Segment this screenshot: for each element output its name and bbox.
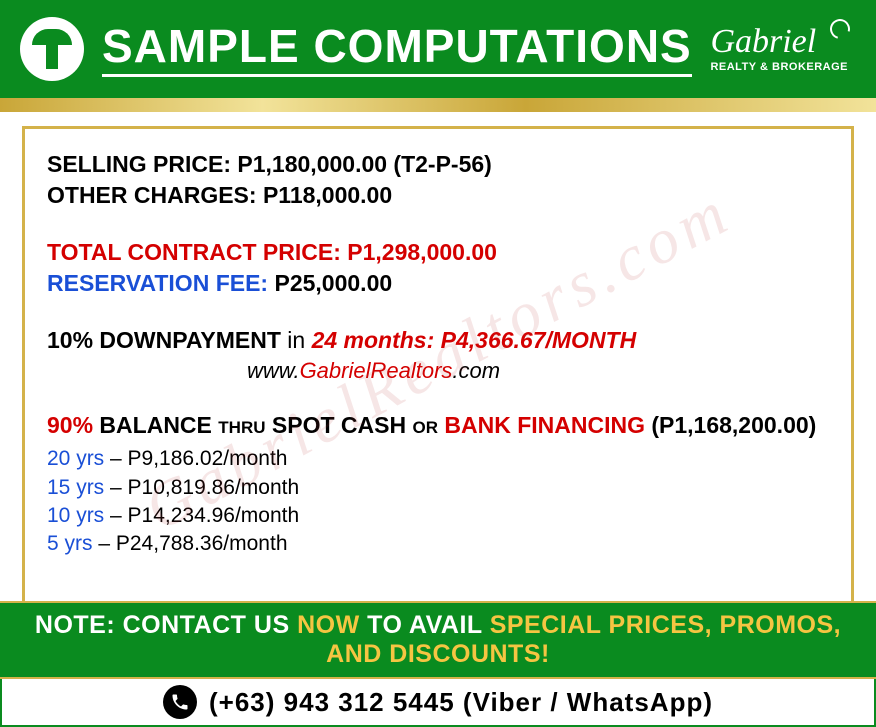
- term-yrs: 15 yrs: [47, 476, 104, 499]
- dp-prefix: 10% DOWNPAYMENT: [47, 327, 281, 353]
- footer: NOTE: CONTACT US NOW TO AVAIL SPECIAL PR…: [0, 601, 876, 727]
- selling-price-value: P1,180,000.00 (T2-P-56): [237, 151, 491, 177]
- other-charges-label: OTHER CHARGES:: [47, 182, 257, 208]
- reservation-label: RESERVATION FEE:: [47, 270, 268, 296]
- phone-icon: [163, 685, 197, 719]
- term-amt: – P24,788.36/month: [93, 532, 288, 555]
- term-yrs: 20 yrs: [47, 447, 104, 470]
- selling-price-label: SELLING PRICE:: [47, 151, 231, 177]
- balance-thru: THRU: [218, 418, 265, 437]
- total-contract-row: TOTAL CONTRACT PRICE: P1,298,000.00: [47, 237, 829, 268]
- reservation-value: P25,000.00: [274, 270, 392, 296]
- computation-box: GabrielRealtors.com SELLING PRICE: P1,18…: [22, 126, 854, 606]
- reservation-row: RESERVATION FEE: P25,000.00: [47, 268, 829, 299]
- balance-pct: 90%: [47, 412, 93, 438]
- content-wrap: GabrielRealtors.com SELLING PRICE: P1,18…: [0, 112, 876, 616]
- web-post: .com: [452, 358, 500, 383]
- note-now: NOW: [297, 611, 360, 639]
- page-title: SAMPLE COMPUTATIONS: [102, 21, 692, 77]
- term-amt: – P9,186.02/month: [104, 447, 287, 470]
- note-pre: NOTE: CONTACT US: [35, 611, 297, 639]
- note-bar: NOTE: CONTACT US NOW TO AVAIL SPECIAL PR…: [0, 601, 876, 679]
- dp-detail: 24 months: P4,366.67/MONTH: [312, 327, 637, 353]
- total-contract-value: P1,298,000.00: [347, 239, 497, 265]
- other-charges-value: P118,000.00: [263, 182, 392, 208]
- phone-bar: (+63) 943 312 5445 (Viber / WhatsApp): [0, 679, 876, 727]
- dp-in: in: [281, 327, 312, 353]
- term-amt: – P14,234.96/month: [104, 504, 299, 527]
- other-charges-row: OTHER CHARGES: P118,000.00: [47, 180, 829, 211]
- term-row: 15 yrs – P10,819.86/month: [47, 474, 829, 502]
- brand-subtitle: REALTY & BROKERAGE: [710, 61, 848, 73]
- phone-number: (+63) 943 312 5445 (Viber / WhatsApp): [209, 687, 713, 718]
- term-row: 5 yrs – P24,788.36/month: [47, 530, 829, 558]
- web-g: Gabriel: [300, 358, 371, 383]
- total-contract-label: TOTAL CONTRACT PRICE:: [47, 239, 341, 265]
- brand-block: Gabriel REALTY & BROKERAGE: [710, 25, 856, 73]
- balance-mid1: BALANCE: [93, 412, 218, 438]
- balance-row: 90% BALANCE THRU SPOT CASH OR BANK FINAN…: [47, 410, 829, 441]
- selling-price-row: SELLING PRICE: P1,180,000.00 (T2-P-56): [47, 149, 829, 180]
- balance-bank: BANK FINANCING: [438, 412, 651, 438]
- note-mid: TO AVAIL: [360, 611, 490, 639]
- balance-amt: (P1,168,200.00): [651, 412, 816, 438]
- term-yrs: 5 yrs: [47, 532, 93, 555]
- mushroom-icon: [20, 17, 84, 81]
- terms-list: 20 yrs – P9,186.02/month 15 yrs – P10,81…: [47, 445, 829, 558]
- downpayment-row: 10% DOWNPAYMENT in 24 months: P4,366.67/…: [47, 325, 829, 356]
- term-row: 10 yrs – P14,234.96/month: [47, 502, 829, 530]
- web-r: Realtors: [370, 358, 452, 383]
- term-row: 20 yrs – P9,186.02/month: [47, 445, 829, 473]
- web-pre: www.: [247, 358, 300, 383]
- term-yrs: 10 yrs: [47, 504, 104, 527]
- balance-or: OR: [412, 418, 438, 437]
- gold-divider: [0, 98, 876, 112]
- website-line: www.GabrielRealtors.com: [247, 358, 829, 384]
- header-bar: SAMPLE COMPUTATIONS Gabriel REALTY & BRO…: [0, 0, 876, 98]
- term-amt: – P10,819.86/month: [104, 476, 299, 499]
- brand-name: Gabriel: [710, 25, 848, 59]
- balance-mid2: SPOT CASH: [266, 412, 413, 438]
